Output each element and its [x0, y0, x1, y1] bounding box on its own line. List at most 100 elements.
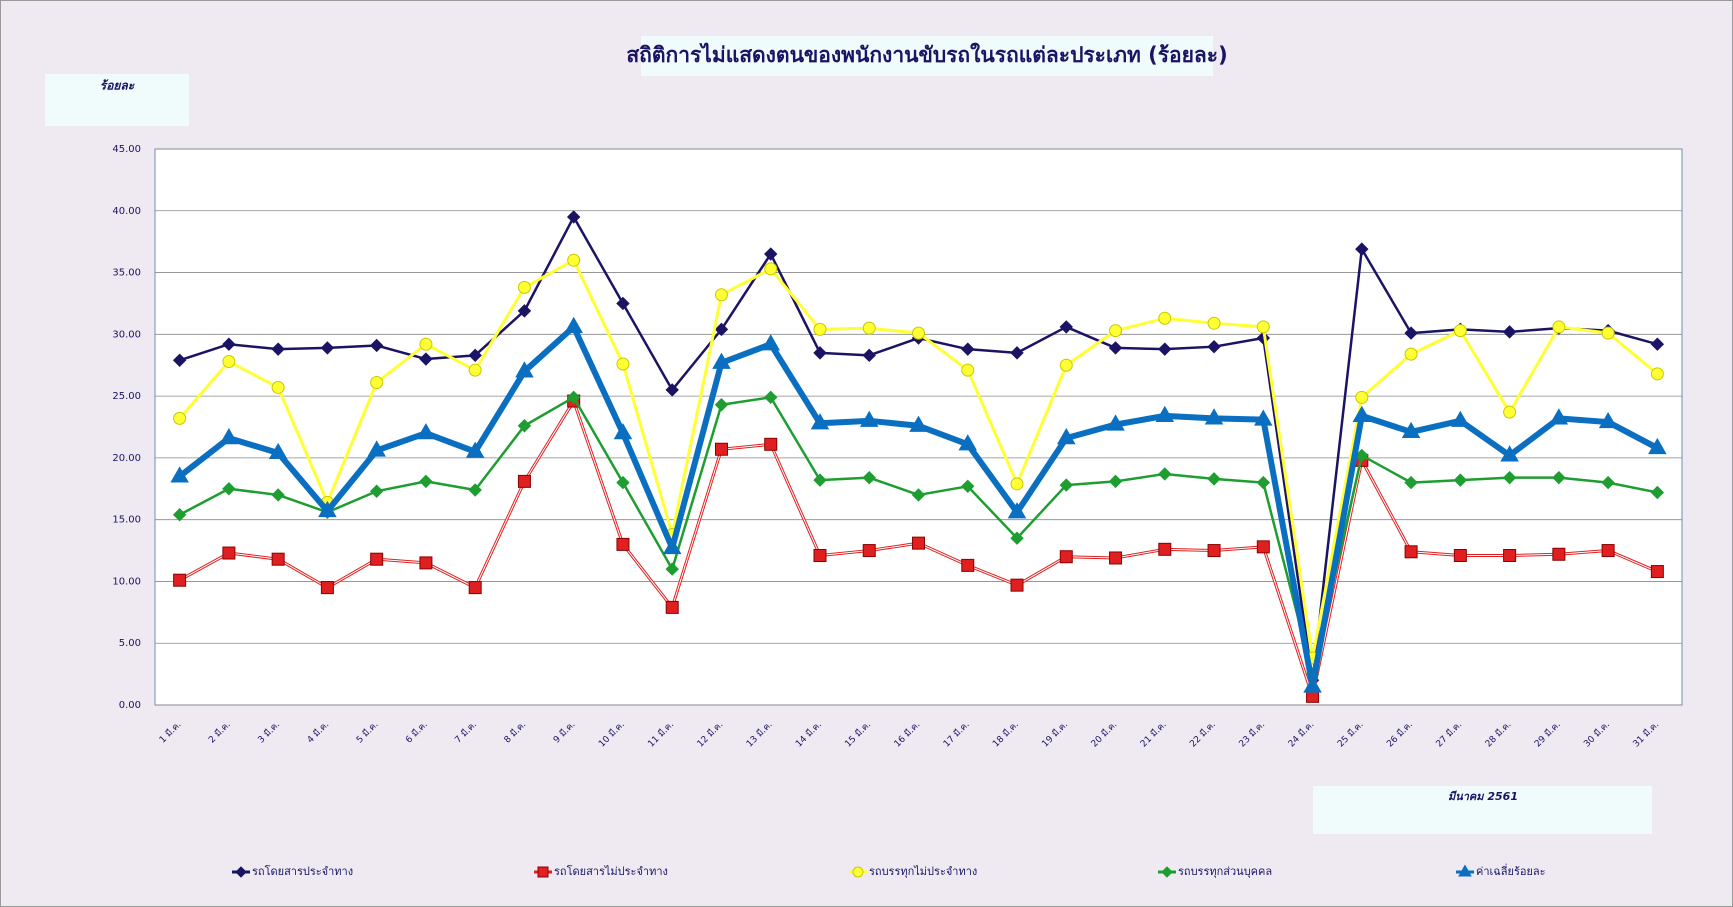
point: [764, 247, 778, 261]
point: [468, 363, 482, 377]
point: [1158, 342, 1172, 356]
point: [369, 338, 384, 353]
point: [1108, 341, 1123, 355]
point: [370, 552, 384, 566]
point: [1352, 405, 1372, 422]
point: [173, 411, 187, 425]
point: [419, 474, 433, 489]
legend-label: รถบรรทุกส่วนบุคคล: [1178, 865, 1272, 878]
point: [862, 348, 876, 363]
point: [1256, 320, 1270, 334]
y-tick-label: 15.00: [112, 515, 141, 526]
point: [271, 380, 285, 394]
point: [465, 441, 485, 458]
point: [1650, 565, 1664, 579]
point: [219, 428, 239, 445]
y-tick-label: 5.00: [119, 638, 141, 649]
point: [714, 322, 729, 337]
y-axis-label: ร้อยละ: [100, 79, 136, 93]
y-tick-label: 20.00: [112, 453, 141, 464]
point: [320, 581, 334, 595]
point: [1010, 346, 1024, 360]
point: [1453, 324, 1467, 338]
point: [1648, 437, 1667, 455]
point: [961, 363, 975, 377]
point: [764, 437, 778, 451]
point: [912, 536, 925, 550]
point: [852, 866, 864, 878]
note: มีนาคม 2561: [1448, 790, 1518, 803]
point: [172, 353, 187, 367]
point: [1158, 542, 1172, 556]
title-box: [641, 36, 1213, 76]
legend-label: รถโดยสารประจำทาง: [252, 864, 353, 878]
point: [566, 390, 581, 405]
y-label-box: [45, 74, 189, 126]
point: [1207, 472, 1221, 486]
point: [862, 544, 876, 558]
y-tick-label: 35.00: [112, 268, 141, 279]
point: [1404, 326, 1418, 340]
point: [1598, 411, 1618, 429]
y-tick-label: 0.00: [119, 700, 141, 711]
point: [714, 288, 728, 302]
point: [1155, 405, 1175, 422]
y-tick-label: 10.00: [112, 576, 141, 587]
point: [515, 361, 534, 378]
point: [170, 466, 189, 483]
y-tick-label: 30.00: [112, 329, 141, 340]
point: [517, 280, 531, 294]
point: [567, 253, 581, 267]
point: [1650, 337, 1665, 351]
point: [1158, 467, 1172, 481]
point: [566, 210, 581, 224]
point: [416, 423, 436, 440]
point: [1059, 358, 1073, 372]
point: [1207, 544, 1221, 558]
point: [1204, 408, 1224, 425]
point: [810, 413, 830, 430]
point: [1106, 414, 1125, 431]
point: [616, 537, 630, 551]
point: [662, 537, 682, 555]
point: [862, 321, 876, 335]
point: [1404, 475, 1418, 490]
point: [1650, 485, 1665, 500]
point: [268, 442, 288, 460]
point: [367, 440, 386, 457]
legend-label: ค่าเฉลี่ยร้อยละ: [1476, 863, 1546, 878]
point: [1303, 676, 1322, 693]
point: [813, 548, 827, 562]
point: [1207, 339, 1221, 354]
point: [318, 500, 337, 518]
point: [1458, 864, 1472, 877]
point: [173, 573, 187, 587]
point: [1401, 421, 1421, 439]
point: [665, 383, 679, 397]
point: [1010, 578, 1024, 592]
point: [1552, 470, 1566, 485]
point: [961, 479, 975, 494]
point: [859, 410, 879, 427]
point: [616, 357, 630, 371]
point: [1158, 311, 1172, 325]
point: [1601, 326, 1615, 340]
legend-label: รถบรรทุกไม่ประจำทาง: [869, 865, 977, 878]
point: [1650, 367, 1664, 381]
point: [468, 483, 482, 497]
point: [369, 484, 384, 498]
point: [616, 296, 630, 311]
point: [616, 475, 630, 490]
point: [909, 415, 928, 432]
point: [912, 326, 925, 340]
point: [1057, 428, 1076, 445]
point: [1254, 409, 1273, 426]
y-tick-label: 40.00: [112, 206, 141, 217]
point: [1109, 324, 1123, 338]
point: [1256, 475, 1271, 490]
point: [419, 352, 433, 366]
point: [764, 262, 778, 276]
point: [862, 470, 876, 485]
point: [761, 334, 780, 351]
